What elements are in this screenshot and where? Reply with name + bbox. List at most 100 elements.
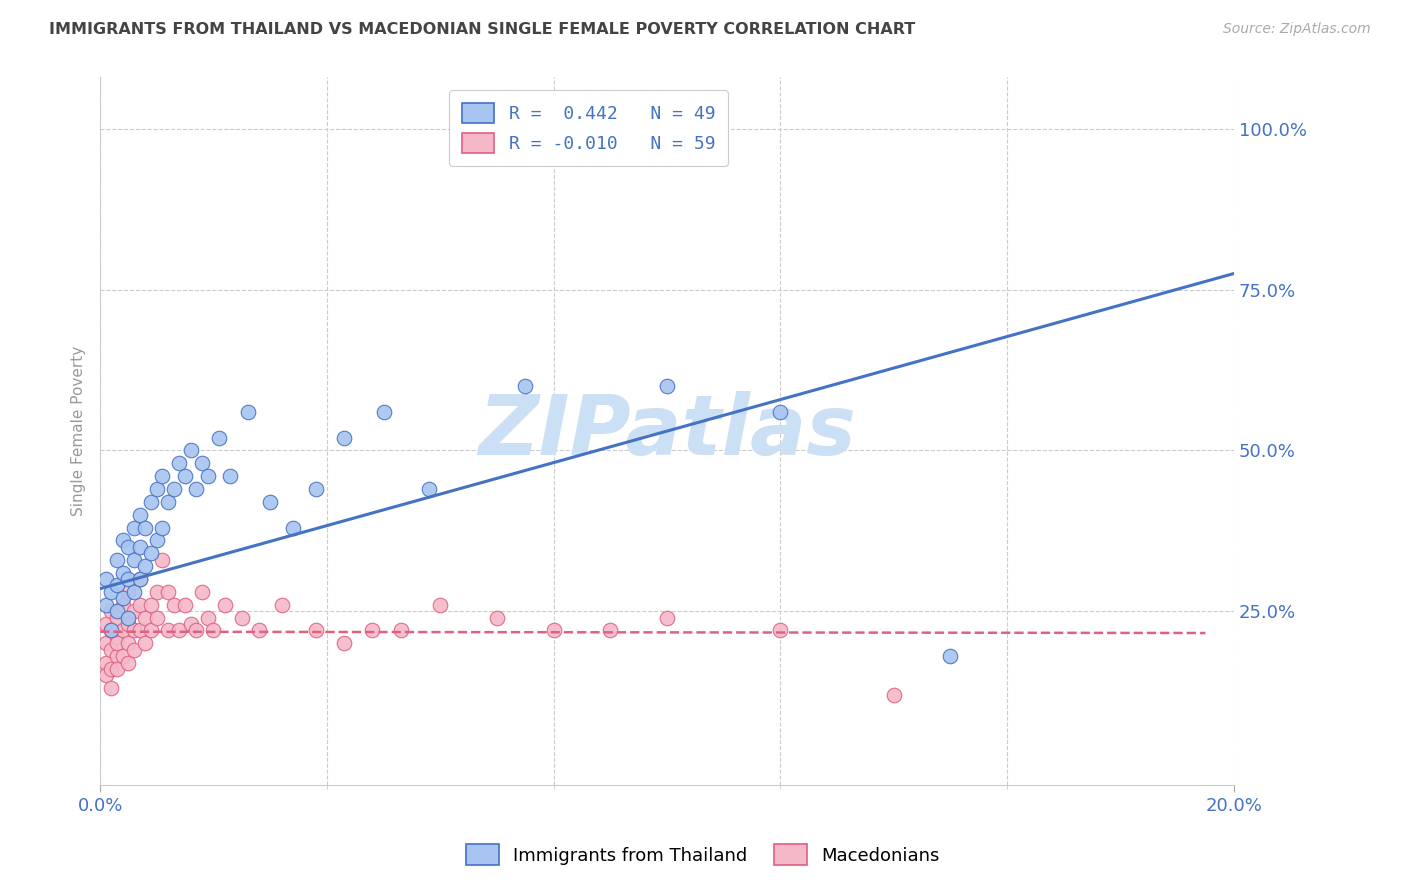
Point bbox=[139, 624, 162, 638]
Point bbox=[94, 656, 117, 670]
Point bbox=[304, 482, 326, 496]
Point bbox=[186, 482, 208, 496]
Point bbox=[474, 135, 496, 149]
Point bbox=[333, 636, 356, 650]
Point bbox=[231, 610, 253, 624]
Text: ZIPatlas: ZIPatlas bbox=[478, 391, 856, 472]
Point bbox=[169, 624, 191, 638]
Point bbox=[769, 405, 792, 419]
Point bbox=[134, 520, 156, 534]
Point bbox=[515, 379, 537, 393]
Point bbox=[157, 585, 180, 599]
Point bbox=[134, 610, 156, 624]
Point bbox=[122, 552, 145, 566]
Point bbox=[100, 662, 122, 676]
Point bbox=[152, 520, 174, 534]
Point bbox=[105, 604, 128, 618]
Point bbox=[202, 624, 225, 638]
Point bbox=[361, 624, 384, 638]
Point bbox=[94, 598, 117, 612]
Point bbox=[186, 624, 208, 638]
Point bbox=[111, 649, 134, 664]
Point bbox=[389, 624, 412, 638]
Point bbox=[236, 405, 259, 419]
Point bbox=[485, 610, 508, 624]
Point bbox=[152, 552, 174, 566]
Point bbox=[111, 566, 134, 580]
Point bbox=[105, 662, 128, 676]
Point bbox=[208, 431, 231, 445]
Point bbox=[146, 585, 169, 599]
Point bbox=[429, 598, 451, 612]
Point bbox=[883, 688, 905, 702]
Point bbox=[128, 572, 150, 586]
Point bbox=[100, 604, 122, 618]
Point bbox=[111, 624, 134, 638]
Point bbox=[259, 495, 281, 509]
Point bbox=[100, 624, 122, 638]
Point bbox=[128, 508, 150, 522]
Point bbox=[197, 469, 219, 483]
Point bbox=[219, 469, 242, 483]
Point bbox=[191, 456, 214, 470]
Point bbox=[139, 546, 162, 560]
Point bbox=[281, 520, 304, 534]
Point bbox=[117, 540, 139, 554]
Point bbox=[128, 572, 150, 586]
Point bbox=[117, 585, 139, 599]
Y-axis label: Single Female Poverty: Single Female Poverty bbox=[72, 346, 86, 516]
Point bbox=[373, 405, 395, 419]
Point bbox=[939, 649, 962, 664]
Point bbox=[418, 482, 440, 496]
Point bbox=[146, 610, 169, 624]
Point bbox=[163, 598, 186, 612]
Legend: R =  0.442   N = 49, R = -0.010   N = 59: R = 0.442 N = 49, R = -0.010 N = 59 bbox=[450, 90, 728, 166]
Point bbox=[105, 552, 128, 566]
Point bbox=[117, 610, 139, 624]
Point bbox=[100, 624, 122, 638]
Point bbox=[117, 636, 139, 650]
Point bbox=[134, 636, 156, 650]
Point bbox=[94, 617, 117, 632]
Point bbox=[146, 482, 169, 496]
Point bbox=[152, 469, 174, 483]
Point bbox=[111, 591, 134, 606]
Point bbox=[134, 559, 156, 574]
Point bbox=[139, 495, 162, 509]
Point bbox=[94, 668, 117, 682]
Point bbox=[157, 624, 180, 638]
Point bbox=[191, 585, 214, 599]
Point bbox=[214, 598, 236, 612]
Point bbox=[100, 681, 122, 696]
Point bbox=[174, 469, 197, 483]
Point bbox=[100, 642, 122, 657]
Point bbox=[139, 598, 162, 612]
Point bbox=[655, 610, 678, 624]
Point bbox=[105, 610, 128, 624]
Point bbox=[180, 617, 202, 632]
Point bbox=[122, 585, 145, 599]
Point bbox=[543, 624, 565, 638]
Point bbox=[247, 624, 270, 638]
Point bbox=[122, 520, 145, 534]
Point bbox=[122, 604, 145, 618]
Point bbox=[174, 598, 197, 612]
Text: Source: ZipAtlas.com: Source: ZipAtlas.com bbox=[1223, 22, 1371, 37]
Point bbox=[105, 649, 128, 664]
Point bbox=[599, 624, 621, 638]
Point bbox=[180, 443, 202, 458]
Point bbox=[100, 585, 122, 599]
Point bbox=[105, 636, 128, 650]
Point bbox=[270, 598, 292, 612]
Point bbox=[169, 456, 191, 470]
Point bbox=[117, 656, 139, 670]
Point bbox=[117, 572, 139, 586]
Point bbox=[128, 598, 150, 612]
Point bbox=[122, 642, 145, 657]
Point bbox=[128, 540, 150, 554]
Point bbox=[105, 630, 128, 644]
Point bbox=[128, 624, 150, 638]
Point bbox=[157, 495, 180, 509]
Point bbox=[304, 624, 326, 638]
Point bbox=[117, 617, 139, 632]
